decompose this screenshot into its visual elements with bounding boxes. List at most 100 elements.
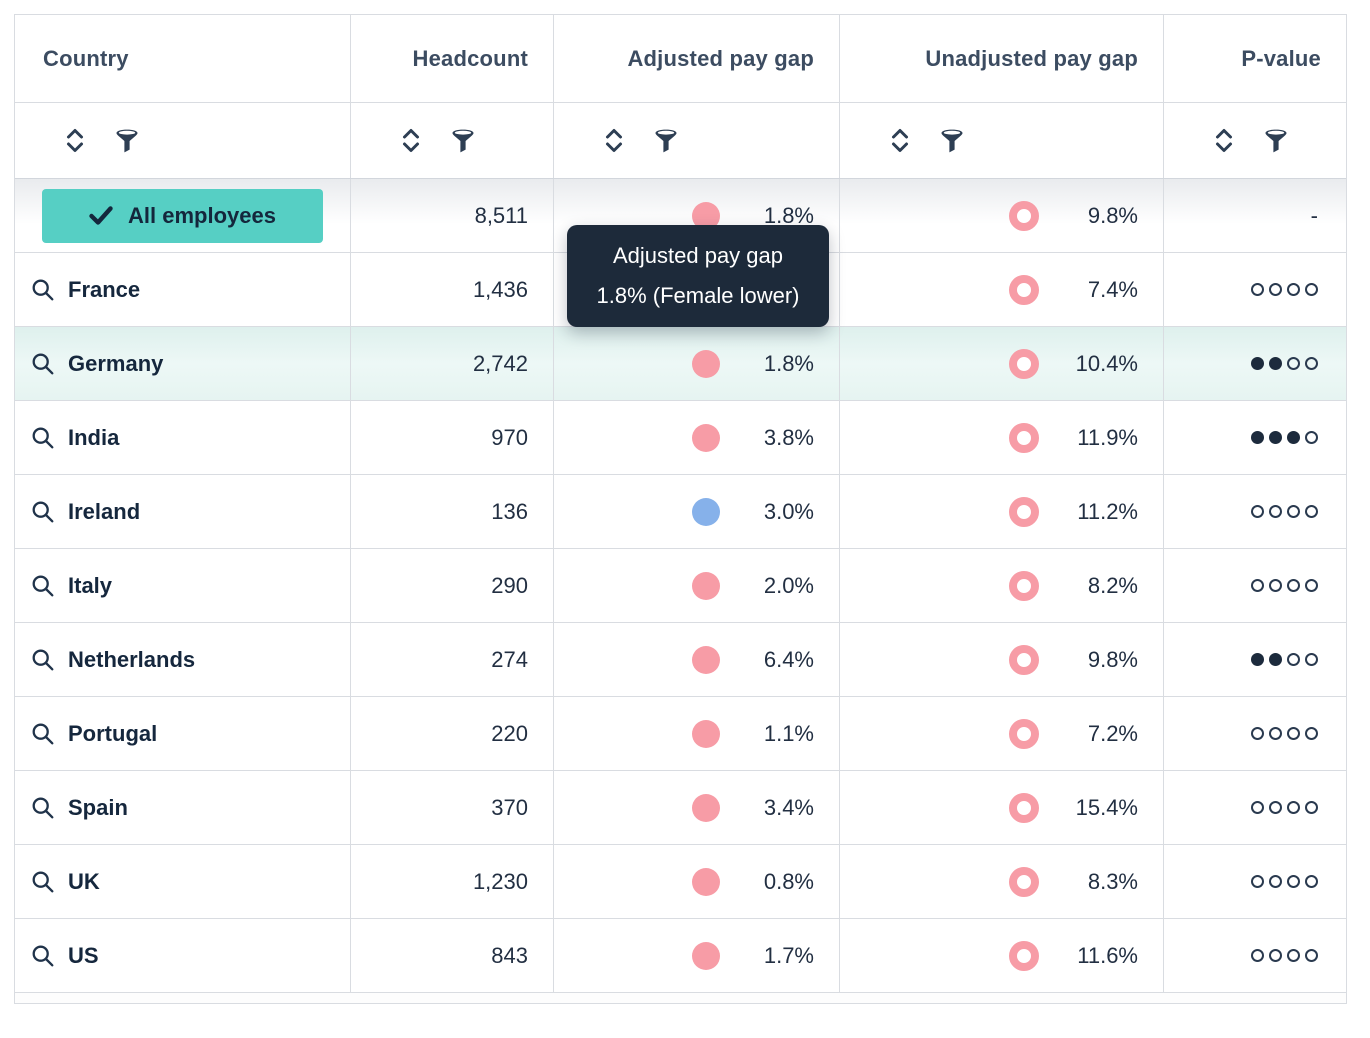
unadjusted-gap-ring[interactable] — [1009, 940, 1039, 971]
filter-cell — [15, 103, 351, 178]
sort-icon[interactable] — [401, 127, 421, 154]
adjusted-gap-dot[interactable] — [692, 793, 720, 822]
pvalue-dot-empty — [1305, 801, 1318, 814]
search-icon — [31, 870, 55, 894]
adjusted-gap-value: 6.4% — [763, 646, 814, 672]
pvalue-cell — [1164, 919, 1346, 992]
unadjusted-gap-value: 10.4% — [1075, 350, 1138, 376]
headcount-cell: 2,742 — [351, 327, 554, 400]
sort-icon[interactable] — [1214, 127, 1234, 154]
pvalue-dot-empty — [1251, 801, 1264, 814]
column-header-label: Country — [43, 45, 129, 71]
adjusted-pay-gap-cell: 3.0% — [554, 475, 840, 548]
country-cell[interactable]: Netherlands — [15, 623, 351, 696]
country-name: Ireland — [68, 498, 141, 524]
country-cell[interactable]: Portugal — [15, 697, 351, 770]
pvalue-dot-empty — [1305, 505, 1318, 518]
filter-row — [15, 103, 1346, 179]
adjusted-gap-dot[interactable] — [692, 201, 720, 230]
sort-icon[interactable] — [890, 127, 910, 154]
table-row: Netherlands 274 6.4% 9.8% — [15, 623, 1346, 697]
sort-icon[interactable] — [604, 127, 624, 154]
headcount-cell: 843 — [351, 919, 554, 992]
all-employees-chip[interactable]: All employees — [42, 188, 323, 243]
country-name: All employees — [128, 202, 276, 228]
sort-icon[interactable] — [65, 127, 85, 154]
adjusted-gap-value: 0.8% — [763, 868, 814, 894]
pvalue-text: - — [1310, 202, 1318, 228]
country-cell[interactable]: Germany — [15, 327, 351, 400]
adjusted-gap-dot[interactable] — [692, 645, 720, 674]
adjusted-gap-dot[interactable] — [692, 719, 720, 748]
unadjusted-pay-gap-cell: 8.2% — [840, 549, 1164, 622]
filter-funnel-icon[interactable] — [115, 129, 139, 153]
pvalue-dot-empty — [1305, 283, 1318, 296]
country-cell[interactable]: US — [15, 919, 351, 992]
adjusted-gap-dot[interactable] — [692, 571, 720, 600]
adjusted-gap-dot[interactable] — [692, 497, 720, 526]
headcount-value: 220 — [491, 720, 528, 746]
pvalue-dots — [1251, 949, 1318, 962]
unadjusted-gap-ring[interactable] — [1009, 496, 1039, 527]
adjusted-gap-dot[interactable] — [692, 423, 720, 452]
pvalue-dot-empty — [1251, 579, 1264, 592]
unadjusted-gap-ring[interactable] — [1009, 570, 1039, 601]
unadjusted-gap-ring[interactable] — [1009, 644, 1039, 675]
pvalue-dots — [1251, 357, 1318, 370]
pay-gap-table: Country Headcount Adjusted pay gap Unadj… — [14, 14, 1347, 1004]
table-row: Germany 2,742 1.8% 10.4% — [15, 327, 1346, 401]
headcount-value: 843 — [491, 942, 528, 968]
country-cell[interactable]: Italy — [15, 549, 351, 622]
pvalue-dot-empty — [1269, 875, 1282, 888]
filter-funnel-icon[interactable] — [451, 129, 475, 153]
headcount-value: 970 — [491, 424, 528, 450]
adjusted-gap-value: 1.8% — [763, 202, 814, 228]
filter-funnel-icon[interactable] — [1264, 129, 1288, 153]
column-header: P-value — [1164, 15, 1346, 102]
country-cell[interactable]: UK — [15, 845, 351, 918]
country-cell[interactable]: All employees — [15, 179, 351, 252]
adjusted-gap-dot[interactable] — [692, 867, 720, 896]
pvalue-dot-empty — [1305, 357, 1318, 370]
filter-funnel-icon[interactable] — [940, 129, 964, 153]
country-cell[interactable]: France — [15, 253, 351, 326]
unadjusted-pay-gap-cell: 7.2% — [840, 697, 1164, 770]
adjusted-gap-value: 3.8% — [763, 424, 814, 450]
table-row: Italy 290 2.0% 8.2% — [15, 549, 1346, 623]
country-cell[interactable]: Ireland — [15, 475, 351, 548]
pvalue-dots — [1251, 579, 1318, 592]
column-header-label: P-value — [1241, 45, 1321, 71]
adjusted-gap-value: 3.0% — [763, 498, 814, 524]
pvalue-dot-empty — [1251, 505, 1264, 518]
filter-funnel-icon[interactable] — [654, 129, 678, 153]
adjusted-pay-gap-cell: 0.8% — [554, 845, 840, 918]
unadjusted-pay-gap-cell: 8.3% — [840, 845, 1164, 918]
country-cell[interactable]: Spain — [15, 771, 351, 844]
unadjusted-gap-ring[interactable] — [1009, 422, 1039, 453]
country-name: US — [68, 942, 99, 968]
unadjusted-gap-value: 8.3% — [1087, 868, 1138, 894]
unadjusted-gap-ring[interactable] — [1009, 792, 1039, 823]
country-name: Germany — [68, 350, 164, 376]
headcount-cell: 220 — [351, 697, 554, 770]
unadjusted-gap-value: 7.4% — [1087, 276, 1138, 302]
unadjusted-gap-value: 8.2% — [1087, 572, 1138, 598]
pvalue-dot-empty — [1305, 949, 1318, 962]
unadjusted-gap-ring[interactable] — [1009, 348, 1039, 379]
adjusted-pay-gap-cell: 1.8% — [554, 327, 840, 400]
country-name: Portugal — [68, 720, 158, 746]
unadjusted-gap-ring[interactable] — [1009, 866, 1039, 897]
column-header-label: Unadjusted pay gap — [925, 45, 1138, 71]
headcount-cell: 1,230 — [351, 845, 554, 918]
adjusted-gap-dot[interactable] — [692, 349, 720, 378]
country-cell[interactable]: India — [15, 401, 351, 474]
unadjusted-pay-gap-cell: 7.4% — [840, 253, 1164, 326]
adjusted-gap-dot[interactable] — [692, 941, 720, 970]
unadjusted-gap-ring[interactable] — [1009, 200, 1039, 231]
column-header: Country — [15, 15, 351, 102]
unadjusted-gap-ring[interactable] — [1009, 718, 1039, 749]
pvalue-dot-empty — [1287, 949, 1300, 962]
headcount-value: 136 — [491, 498, 528, 524]
unadjusted-gap-ring[interactable] — [1009, 274, 1039, 305]
adjusted-gap-value: 2.0% — [763, 572, 814, 598]
